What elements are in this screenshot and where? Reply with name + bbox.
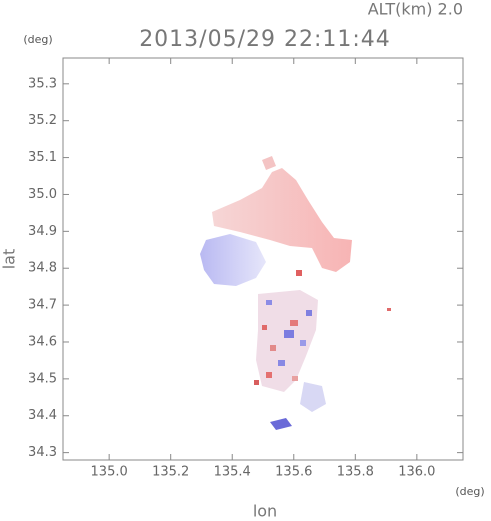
plot-frame: [62, 57, 464, 461]
echo-region: [256, 290, 318, 392]
altitude-label: ALT(km) 2.0: [368, 0, 463, 19]
echo-cell: [387, 308, 391, 311]
x-tick-label: 135.4: [214, 465, 251, 480]
echo-cell: [254, 380, 259, 385]
echo-region: [262, 156, 276, 170]
y-tick-label: 34.8: [28, 261, 57, 276]
y-tick-label: 34.4: [28, 408, 57, 423]
y-tick-label: 35.1: [28, 150, 57, 165]
x-tick-label: 136.0: [398, 465, 435, 480]
y-tick-label: 34.6: [28, 334, 57, 349]
x-tick-label: 135.8: [337, 465, 374, 480]
echo-cell: [306, 310, 312, 316]
echo-cell: [278, 360, 285, 366]
echo-region: [200, 234, 266, 286]
echo-cell: [266, 300, 272, 305]
x-tick-label: 135.6: [275, 465, 312, 480]
echo-cell: [292, 376, 298, 381]
y-tick-label: 34.5: [28, 371, 57, 386]
echo-cell: [290, 320, 298, 326]
y-unit: (deg): [23, 33, 52, 46]
y-tick-label: 35.2: [28, 113, 57, 128]
x-tick-label: 135.2: [152, 465, 189, 480]
echo-cell: [262, 325, 267, 330]
echo-speckles: [254, 270, 312, 385]
y-tick-label: 35.0: [28, 187, 57, 202]
y-tick-label: 34.3: [28, 445, 57, 460]
echo-region: [212, 168, 352, 272]
y-tick-label: 34.7: [28, 298, 57, 313]
y-tick-label: 35.3: [28, 76, 57, 91]
x-axis-label: lon: [253, 502, 277, 521]
x-tick-label: 135.0: [91, 465, 128, 480]
echo-region: [270, 418, 292, 430]
echo-cell: [270, 345, 276, 351]
y-axis-label: lat: [0, 249, 19, 270]
chart-title: 2013/05/29 22:11:44: [139, 27, 391, 52]
echo-region: [300, 382, 326, 412]
y-tick-label: 34.9: [28, 224, 57, 239]
echo-cell: [300, 340, 306, 346]
echo-cell: [296, 270, 302, 276]
echo-cell: [284, 330, 294, 338]
echo-field: [200, 156, 391, 430]
echo-cell: [266, 372, 272, 378]
x-unit: (deg): [455, 485, 484, 498]
